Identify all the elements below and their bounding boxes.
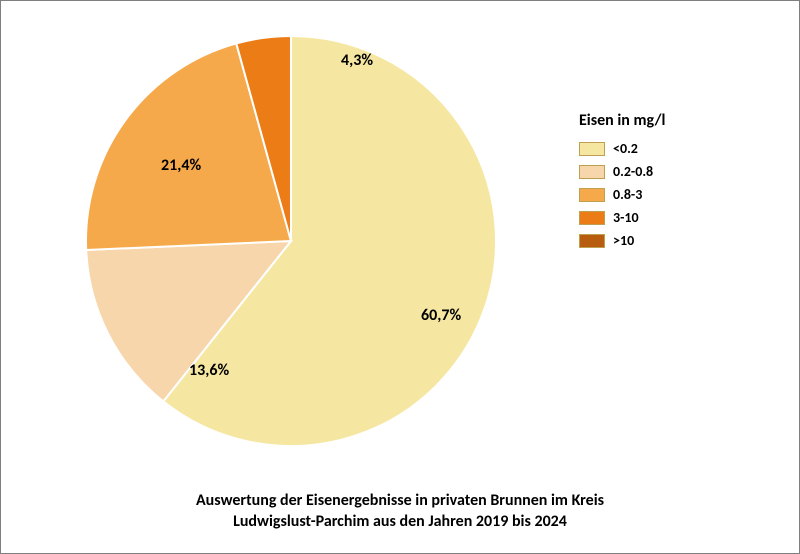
chart-container: 60,7% 13,6% 21,4% 4,3% Eisen in mg/l <0.2 0.…: [0, 0, 800, 554]
legend: Eisen in mg/l <0.2 0.2-0.8 0.8-3 3-10 >10: [579, 111, 739, 255]
legend-item: >10: [579, 232, 739, 249]
slice-label: 21,4%: [161, 156, 201, 175]
legend-label: 0.8-3: [613, 186, 642, 203]
legend-swatch: [579, 188, 605, 202]
legend-title: Eisen in mg/l: [579, 111, 739, 130]
legend-item: 3-10: [579, 209, 739, 226]
legend-label: 3-10: [613, 209, 639, 226]
legend-label: 0.2-0.8: [613, 163, 653, 180]
legend-swatch: [579, 211, 605, 225]
pie-chart: 60,7% 13,6% 21,4% 4,3%: [81, 31, 501, 451]
legend-item: 0.8-3: [579, 186, 739, 203]
legend-swatch: [579, 142, 605, 156]
legend-swatch: [579, 165, 605, 179]
slice-label: 4,3%: [341, 51, 373, 70]
legend-label: <0.2: [613, 140, 638, 157]
slice-label: 60,7%: [421, 306, 461, 325]
legend-swatch: [579, 234, 605, 248]
legend-label: >10: [613, 232, 634, 249]
legend-item: 0.2-0.8: [579, 163, 739, 180]
caption-line2: Ludwigslust-Parchim aus den Jahren 2019 …: [233, 512, 567, 531]
chart-caption: Auswertung der Eisenergebnisse in privat…: [1, 491, 799, 533]
caption-line1: Auswertung der Eisenergebnisse in privat…: [196, 491, 604, 510]
pie-svg: [81, 31, 501, 451]
legend-item: <0.2: [579, 140, 739, 157]
slice-label: 13,6%: [189, 361, 229, 380]
